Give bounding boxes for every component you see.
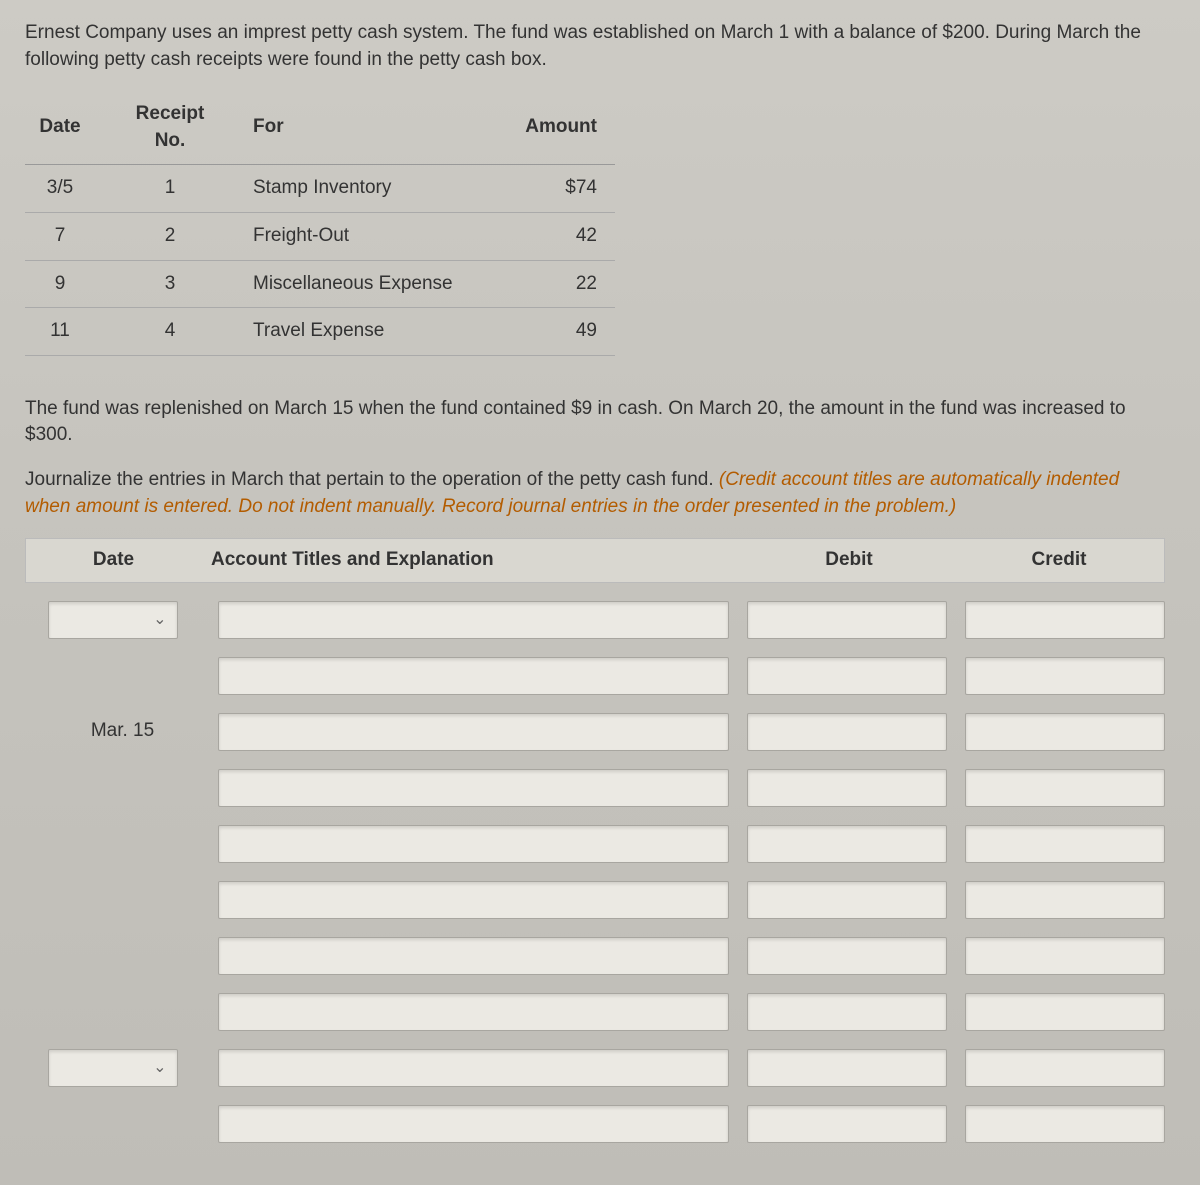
- journal-row: [25, 769, 1165, 807]
- debit-input[interactable]: [747, 713, 947, 751]
- cell-no: 2: [115, 212, 245, 260]
- table-row: 7 2 Freight-Out 42: [25, 212, 615, 260]
- instruction-paragraph: Journalize the entries in March that per…: [25, 467, 1165, 520]
- jh-debit: Debit: [744, 547, 954, 574]
- debit-input[interactable]: [747, 993, 947, 1031]
- account-input[interactable]: [218, 769, 729, 807]
- th-amount: Amount: [505, 91, 615, 165]
- chevron-down-icon: ⌄: [153, 609, 166, 631]
- receipts-table: Date Receipt No. For Amount 3/5 1 Stamp …: [25, 91, 615, 356]
- credit-input[interactable]: [965, 937, 1165, 975]
- debit-input[interactable]: [747, 937, 947, 975]
- date-label-mar15: Mar. 15: [25, 718, 200, 745]
- debit-input[interactable]: [747, 601, 947, 639]
- journal-row: ⌄: [25, 1049, 1165, 1087]
- journal-entry-area: Date Account Titles and Explanation Debi…: [25, 538, 1165, 1143]
- th-date: Date: [25, 91, 115, 165]
- account-input[interactable]: [218, 713, 729, 751]
- debit-input[interactable]: [747, 769, 947, 807]
- account-input[interactable]: [218, 1049, 729, 1087]
- intro-paragraph: Ernest Company uses an imprest petty cas…: [25, 20, 1165, 73]
- cell-amount: $74: [505, 165, 615, 213]
- credit-input[interactable]: [965, 881, 1165, 919]
- account-input[interactable]: [218, 937, 729, 975]
- account-input[interactable]: [218, 601, 729, 639]
- journal-row: [25, 657, 1165, 695]
- replenish-paragraph: The fund was replenished on March 15 whe…: [25, 396, 1165, 449]
- cell-no: 1: [115, 165, 245, 213]
- cell-no: 3: [115, 260, 245, 308]
- credit-input[interactable]: [965, 825, 1165, 863]
- cell-amount: 49: [505, 308, 615, 356]
- credit-input[interactable]: [965, 601, 1165, 639]
- journal-row: Mar. 15: [25, 713, 1165, 751]
- credit-input[interactable]: [965, 769, 1165, 807]
- cell-date: 3/5: [25, 165, 115, 213]
- th-receipt-no: Receipt No.: [115, 91, 245, 165]
- cell-date: 7: [25, 212, 115, 260]
- credit-input[interactable]: [965, 1105, 1165, 1143]
- cell-for: Stamp Inventory: [245, 165, 505, 213]
- credit-input[interactable]: [965, 993, 1165, 1031]
- debit-input[interactable]: [747, 1105, 947, 1143]
- cell-for: Freight-Out: [245, 212, 505, 260]
- table-row: 11 4 Travel Expense 49: [25, 308, 615, 356]
- cell-for: Travel Expense: [245, 308, 505, 356]
- credit-input[interactable]: [965, 1049, 1165, 1087]
- table-row: 3/5 1 Stamp Inventory $74: [25, 165, 615, 213]
- th-for: For: [245, 91, 505, 165]
- debit-input[interactable]: [747, 825, 947, 863]
- debit-input[interactable]: [747, 881, 947, 919]
- instruction-text: Journalize the entries in March that per…: [25, 469, 719, 490]
- cell-for: Miscellaneous Expense: [245, 260, 505, 308]
- journal-row: [25, 825, 1165, 863]
- cell-no: 4: [115, 308, 245, 356]
- cell-amount: 42: [505, 212, 615, 260]
- debit-input[interactable]: [747, 1049, 947, 1087]
- journal-row: [25, 1105, 1165, 1143]
- account-input[interactable]: [218, 993, 729, 1031]
- cell-date: 11: [25, 308, 115, 356]
- jh-acct: Account Titles and Explanation: [201, 547, 744, 574]
- jh-date: Date: [26, 547, 201, 574]
- account-input[interactable]: [218, 825, 729, 863]
- account-input[interactable]: [218, 881, 729, 919]
- date-select-1[interactable]: ⌄: [48, 601, 178, 639]
- chevron-down-icon: ⌄: [153, 1057, 166, 1079]
- account-input[interactable]: [218, 657, 729, 695]
- journal-header-row: Date Account Titles and Explanation Debi…: [25, 538, 1165, 583]
- debit-input[interactable]: [747, 657, 947, 695]
- table-row: 9 3 Miscellaneous Expense 22: [25, 260, 615, 308]
- journal-row: [25, 881, 1165, 919]
- cell-amount: 22: [505, 260, 615, 308]
- date-select-2[interactable]: ⌄: [48, 1049, 178, 1087]
- journal-row: [25, 937, 1165, 975]
- credit-input[interactable]: [965, 713, 1165, 751]
- account-input[interactable]: [218, 1105, 729, 1143]
- cell-date: 9: [25, 260, 115, 308]
- question-page: Ernest Company uses an imprest petty cas…: [0, 0, 1200, 1185]
- jh-credit: Credit: [954, 547, 1164, 574]
- journal-row: [25, 993, 1165, 1031]
- journal-row: ⌄: [25, 601, 1165, 639]
- credit-input[interactable]: [965, 657, 1165, 695]
